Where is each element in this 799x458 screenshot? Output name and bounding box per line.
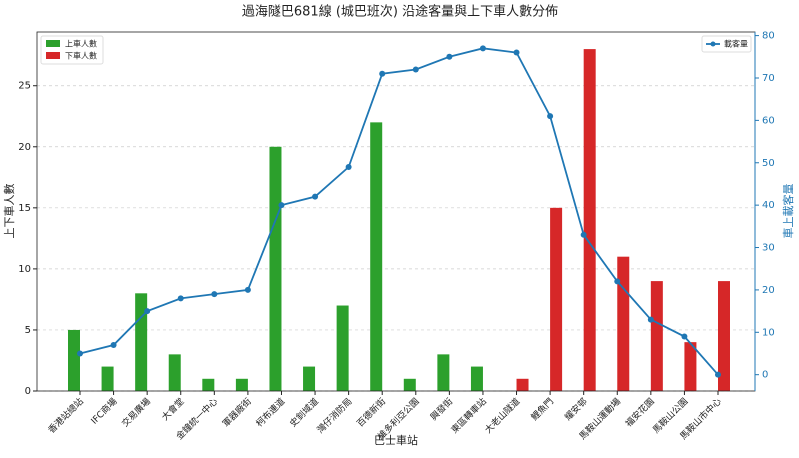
bar xyxy=(303,366,316,391)
y2-tick-label: 60 xyxy=(762,115,775,126)
line-point xyxy=(479,45,486,52)
y2-tick-label: 70 xyxy=(762,73,775,84)
x-tick-label: 興發街 xyxy=(428,395,456,423)
y2-tick-label: 30 xyxy=(762,243,775,254)
legend: 載客量 xyxy=(701,35,752,53)
x-tick-label: 軍器廠街 xyxy=(220,395,254,429)
y2-tick-label: 20 xyxy=(762,285,775,296)
line-point xyxy=(412,66,419,73)
line-point xyxy=(144,308,151,315)
x-tick-label: 大老山隧道 xyxy=(482,395,522,435)
y2-tick-label: 40 xyxy=(762,200,775,211)
line-point xyxy=(345,163,352,170)
bar xyxy=(370,122,383,392)
y-tick-label: 25 xyxy=(18,81,31,92)
y-tick-label: 15 xyxy=(18,203,31,214)
bar xyxy=(235,378,248,391)
x-axis-label: 巴士車站 xyxy=(374,433,418,447)
bar xyxy=(617,256,630,391)
y-tick-label: 10 xyxy=(18,264,31,275)
y2-tick-label: 50 xyxy=(762,158,775,169)
x-tick-label: 福安花園 xyxy=(623,395,657,429)
line-point xyxy=(244,286,251,293)
bar xyxy=(135,293,148,391)
y2-tick-label: 80 xyxy=(762,31,775,42)
bar xyxy=(101,366,114,391)
line-point xyxy=(580,231,587,238)
bar xyxy=(168,354,181,391)
y2-tick-label: 10 xyxy=(762,327,775,338)
legend-label: 下車人數 xyxy=(65,51,97,61)
line-point xyxy=(681,333,688,340)
y2-axis-label: 車上載客量 xyxy=(781,184,795,239)
line-point xyxy=(77,350,83,357)
legend-box xyxy=(701,35,752,53)
bar xyxy=(718,281,730,391)
x-tick-label: 香港站總站 xyxy=(46,395,86,435)
line-point xyxy=(278,202,285,209)
x-tick-label: 大會堂 xyxy=(159,395,187,423)
bar xyxy=(269,146,282,391)
line-point xyxy=(110,342,117,349)
y-tick-label: 0 xyxy=(25,386,31,397)
x-tick-label: 灣仔消防局 xyxy=(314,395,354,435)
y-tick-label: 20 xyxy=(18,142,31,153)
line-point xyxy=(211,291,218,298)
bar xyxy=(583,49,596,391)
line-point xyxy=(312,193,319,200)
bar xyxy=(470,366,483,391)
x-tick-label: 百德新街 xyxy=(354,395,388,429)
x-tick-label: 鯉魚門 xyxy=(528,395,556,423)
legend-label: 載客量 xyxy=(724,39,748,49)
x-tick-label: 柯布連道 xyxy=(253,395,287,429)
line-point xyxy=(647,316,654,323)
legend-swatch xyxy=(46,52,60,59)
chart-title: 過海隧巴681線 (城巴班次) 沿途客量與上下車人數分佈 xyxy=(242,4,558,20)
x-tick-label: 東區轉車站 xyxy=(449,395,489,435)
y-axis-label: 上下車人數 xyxy=(2,184,16,239)
line-point xyxy=(379,70,386,77)
bar xyxy=(437,354,450,391)
bar xyxy=(202,378,215,391)
y2-tick-label: 0 xyxy=(762,370,768,381)
line-point xyxy=(513,49,520,56)
bar xyxy=(403,378,416,391)
x-tick-label: IFC商場 xyxy=(88,395,119,426)
x-tick-label: 史釗域道 xyxy=(287,395,321,429)
legend-swatch xyxy=(710,41,716,47)
x-tick-label: 耀安邨 xyxy=(562,395,590,423)
y-tick-label: 5 xyxy=(25,325,31,336)
legend-swatch xyxy=(46,40,60,47)
bar xyxy=(684,342,697,391)
bar xyxy=(650,281,663,391)
legend-label: 上車人數 xyxy=(65,39,97,49)
line-point xyxy=(614,278,621,285)
bar xyxy=(516,378,529,391)
line xyxy=(79,47,719,376)
x-tick-label: 交易廣場 xyxy=(119,395,153,429)
bar xyxy=(68,329,80,391)
line-point xyxy=(547,113,554,120)
line-point xyxy=(446,53,453,60)
bar xyxy=(550,207,563,391)
line-point xyxy=(177,295,184,302)
bar xyxy=(336,305,349,391)
line-point xyxy=(715,371,721,378)
